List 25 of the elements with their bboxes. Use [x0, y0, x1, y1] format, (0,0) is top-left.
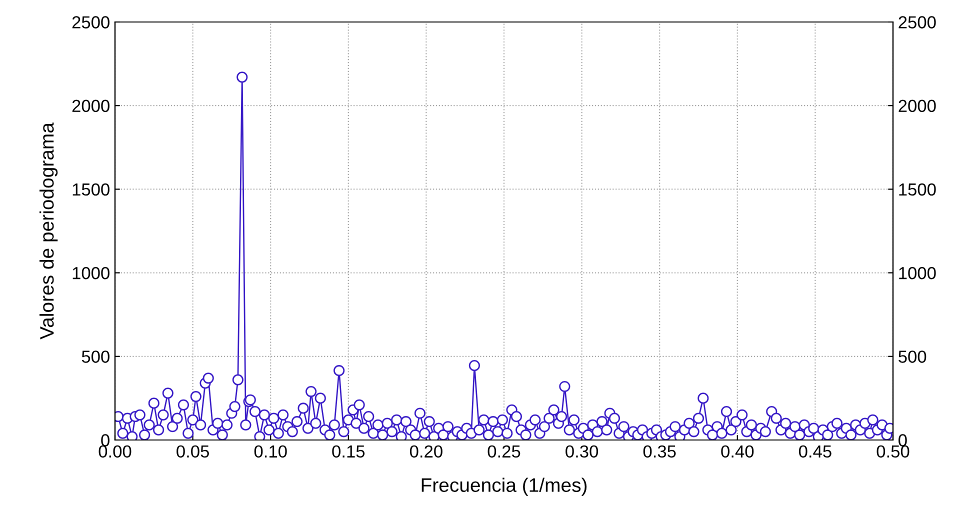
x-tick-label: 0.35 [643, 445, 676, 458]
y2-tick-label: 0 [898, 434, 907, 446]
x-tick-label: 0.10 [254, 445, 287, 458]
x-tick-label: 0.00 [98, 445, 132, 458]
y2-tick-label: 500 [898, 350, 926, 363]
y-tick-label: 2000 [72, 100, 110, 112]
x-tick-label: 0.50 [876, 445, 910, 458]
y-tick-label: 0 [101, 434, 110, 446]
x-axis-title: Frecuencia (1/mes) [422, 478, 587, 496]
x-tick-label: 0.15 [332, 445, 365, 458]
x-tick-label: 0.25 [488, 445, 520, 458]
y2-tick-label: 1000 [899, 266, 936, 280]
x-tick-label: 0.30 [566, 445, 598, 458]
y-tick-label: 1000 [72, 266, 110, 280]
y2-tick-label: 1500 [899, 183, 936, 196]
x-tick-label: 0.40 [721, 445, 754, 458]
y-tick-label: 500 [82, 350, 110, 363]
y-tick-label: 2500 [72, 16, 110, 28]
y2-tick-label: 2000 [898, 100, 936, 112]
y-axis-title: Valores de periodograma [40, 122, 58, 340]
y-tick-label: 1500 [72, 183, 110, 196]
x-tick-label: 0.45 [798, 445, 832, 458]
x-tick-label: 0.20 [410, 445, 442, 458]
x-tick-label: 0.05 [176, 445, 209, 458]
y2-tick-label: 2500 [898, 16, 936, 28]
